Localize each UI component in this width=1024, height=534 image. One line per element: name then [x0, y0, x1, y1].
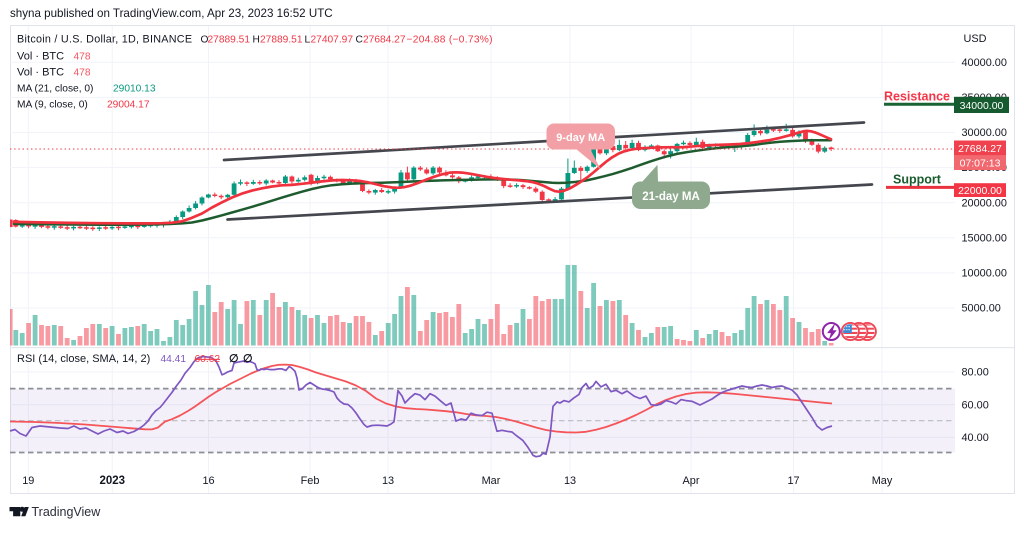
- svg-text:MA (21, close, 0)29010.13: MA (21, close, 0) 29010.13: [17, 84, 156, 95]
- svg-text:Apr: Apr: [683, 475, 700, 487]
- svg-text:Feb: Feb: [301, 475, 320, 487]
- svg-text:40.00: 40.00: [962, 432, 989, 444]
- svg-text:TradingView: TradingView: [32, 505, 102, 519]
- svg-text:20000.00: 20000.00: [962, 197, 1007, 209]
- svg-text:22000.00: 22000.00: [958, 185, 1002, 197]
- svg-text:21-day MA: 21-day MA: [642, 191, 700, 203]
- svg-text:17: 17: [787, 475, 799, 487]
- svg-text:60.00: 60.00: [962, 399, 989, 411]
- svg-text:16: 16: [202, 475, 214, 487]
- svg-text:Mar: Mar: [482, 475, 501, 487]
- svg-text:5000.00: 5000.00: [962, 303, 1001, 315]
- svg-text:40000.00: 40000.00: [962, 57, 1007, 69]
- svg-text:shyna published on TradingView: shyna published on TradingView.com, Apr …: [10, 7, 333, 20]
- svg-text:9-day MA: 9-day MA: [556, 132, 605, 144]
- svg-text:13: 13: [382, 475, 394, 487]
- svg-text:Support: Support: [893, 173, 942, 187]
- svg-text:RSI (14, close, SMA, 14, 2)44.: RSI (14, close, SMA, 14, 2) 44.41 60.62 ∅ ∅: [17, 353, 253, 365]
- svg-text:19: 19: [22, 475, 34, 487]
- svg-text:30000.00: 30000.00: [962, 127, 1007, 139]
- svg-text:07:07:13: 07:07:13: [960, 158, 1001, 170]
- svg-text:13: 13: [564, 475, 576, 487]
- svg-text:MA (9, close, 0)29004.17: MA (9, close, 0) 29004.17: [17, 100, 150, 111]
- svg-text:10000.00: 10000.00: [962, 268, 1007, 280]
- svg-text:15000.00: 15000.00: [962, 232, 1007, 244]
- svg-text:Bitcoin / U.S. Dollar, 1D, BIN: Bitcoin / U.S. Dollar, 1D, BINANCE O27889…: [17, 34, 493, 46]
- svg-text:2023: 2023: [100, 475, 126, 487]
- svg-text:May: May: [872, 475, 893, 487]
- svg-text:27684.27: 27684.27: [958, 143, 1002, 155]
- svg-text:Resistance: Resistance: [884, 90, 950, 104]
- svg-text:80.00: 80.00: [962, 367, 989, 379]
- svg-text:34000.00: 34000.00: [960, 100, 1004, 112]
- svg-text:USD: USD: [964, 33, 987, 45]
